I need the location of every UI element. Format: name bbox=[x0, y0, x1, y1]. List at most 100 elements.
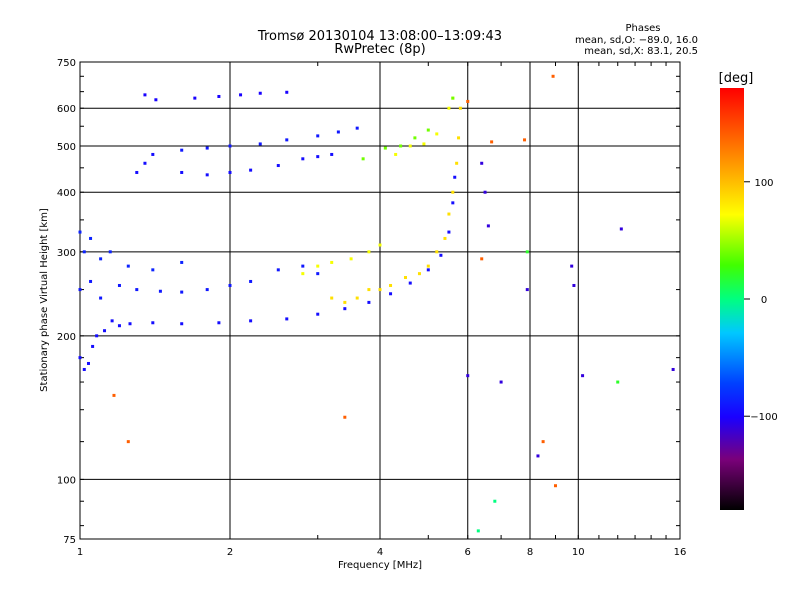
data-point bbox=[486, 224, 490, 228]
y-tick-label: 500 bbox=[57, 142, 76, 153]
data-point bbox=[193, 96, 197, 100]
data-point bbox=[330, 260, 334, 264]
data-point bbox=[316, 264, 320, 268]
stats-line-x: mean, sd,X: 83.1, 20.5 bbox=[584, 46, 698, 57]
data-point bbox=[126, 440, 130, 444]
data-point bbox=[95, 334, 99, 338]
y-tick-label: 600 bbox=[57, 104, 76, 115]
data-point bbox=[343, 307, 347, 311]
data-point bbox=[316, 155, 320, 159]
data-point bbox=[378, 243, 382, 247]
data-point bbox=[417, 272, 421, 276]
data-point bbox=[89, 236, 93, 240]
data-point bbox=[239, 93, 243, 97]
data-point bbox=[581, 374, 585, 378]
grid-lines bbox=[80, 62, 680, 539]
data-point bbox=[99, 296, 103, 300]
data-point bbox=[466, 374, 470, 378]
data-point bbox=[408, 144, 412, 148]
data-point bbox=[476, 529, 480, 533]
data-point bbox=[551, 74, 555, 78]
data-point bbox=[89, 279, 93, 283]
data-point bbox=[151, 152, 155, 156]
data-point bbox=[343, 300, 347, 304]
stats-heading: Phases bbox=[625, 23, 660, 34]
data-point bbox=[135, 288, 139, 292]
y-tick-label: 75 bbox=[63, 535, 76, 546]
data-point bbox=[301, 264, 305, 268]
data-point bbox=[426, 268, 430, 272]
data-point bbox=[408, 281, 412, 285]
data-point bbox=[143, 161, 147, 165]
x-tick-label: 8 bbox=[527, 547, 533, 558]
data-point bbox=[367, 288, 371, 292]
y-tick-label: 750 bbox=[57, 58, 76, 69]
data-point bbox=[143, 93, 147, 97]
colorbar bbox=[720, 88, 744, 510]
chart-title-line2: RwPretec (8p) bbox=[334, 42, 425, 57]
data-point bbox=[108, 250, 112, 254]
data-point bbox=[78, 288, 82, 292]
data-point bbox=[451, 201, 455, 205]
data-point bbox=[426, 128, 430, 132]
data-point bbox=[616, 380, 620, 384]
data-point bbox=[671, 367, 675, 371]
data-point bbox=[394, 152, 398, 156]
data-point bbox=[439, 253, 443, 257]
data-point bbox=[249, 168, 253, 172]
data-point bbox=[285, 138, 289, 142]
data-point bbox=[126, 264, 130, 268]
chart-title-line1: Tromsø 20130104 13:08:00–13:09:43 bbox=[257, 29, 502, 44]
data-point bbox=[536, 454, 540, 458]
data-point bbox=[103, 329, 107, 333]
data-point bbox=[285, 90, 289, 94]
data-point bbox=[383, 146, 387, 150]
data-point bbox=[361, 157, 365, 161]
data-points bbox=[78, 74, 675, 533]
data-point bbox=[480, 161, 484, 165]
data-point bbox=[217, 321, 221, 325]
data-point bbox=[336, 130, 340, 134]
data-point bbox=[151, 268, 155, 272]
data-point bbox=[572, 283, 576, 287]
data-point bbox=[285, 317, 289, 321]
data-point bbox=[570, 264, 574, 268]
colorbar-ticks: 100 0 −100 bbox=[744, 178, 778, 423]
y-tick-label: 100 bbox=[57, 475, 76, 486]
data-point bbox=[228, 144, 232, 148]
data-point bbox=[466, 99, 470, 103]
x-tick-label: 10 bbox=[572, 547, 585, 558]
colorbar-label: [deg] bbox=[719, 71, 754, 86]
data-point bbox=[316, 272, 320, 276]
data-point bbox=[453, 175, 457, 179]
data-point bbox=[205, 173, 209, 177]
data-point bbox=[112, 393, 116, 397]
data-point bbox=[483, 190, 487, 194]
data-point bbox=[258, 91, 262, 95]
data-point bbox=[367, 250, 371, 254]
data-point bbox=[367, 300, 371, 304]
data-point bbox=[451, 190, 455, 194]
y-ticks: 75 100 200 300 400 500 600 750 bbox=[57, 58, 680, 546]
data-point bbox=[447, 106, 451, 110]
data-point bbox=[330, 152, 334, 156]
data-point bbox=[258, 142, 262, 146]
x-axis-label: Frequency [MHz] bbox=[338, 560, 422, 571]
data-point bbox=[78, 356, 82, 360]
data-point bbox=[217, 94, 221, 98]
data-point bbox=[523, 138, 527, 142]
colorbar-tick-label: 100 bbox=[754, 178, 773, 189]
data-point bbox=[99, 257, 103, 261]
data-point bbox=[490, 140, 494, 144]
data-point bbox=[493, 499, 497, 503]
data-point bbox=[180, 322, 184, 326]
data-point bbox=[316, 312, 320, 316]
colorbar-tick-label: 0 bbox=[761, 295, 767, 306]
data-point bbox=[117, 283, 121, 287]
data-point bbox=[447, 230, 451, 234]
data-point bbox=[443, 236, 447, 240]
data-point bbox=[455, 161, 459, 165]
x-tick-label: 1 bbox=[77, 547, 83, 558]
data-point bbox=[458, 106, 462, 110]
